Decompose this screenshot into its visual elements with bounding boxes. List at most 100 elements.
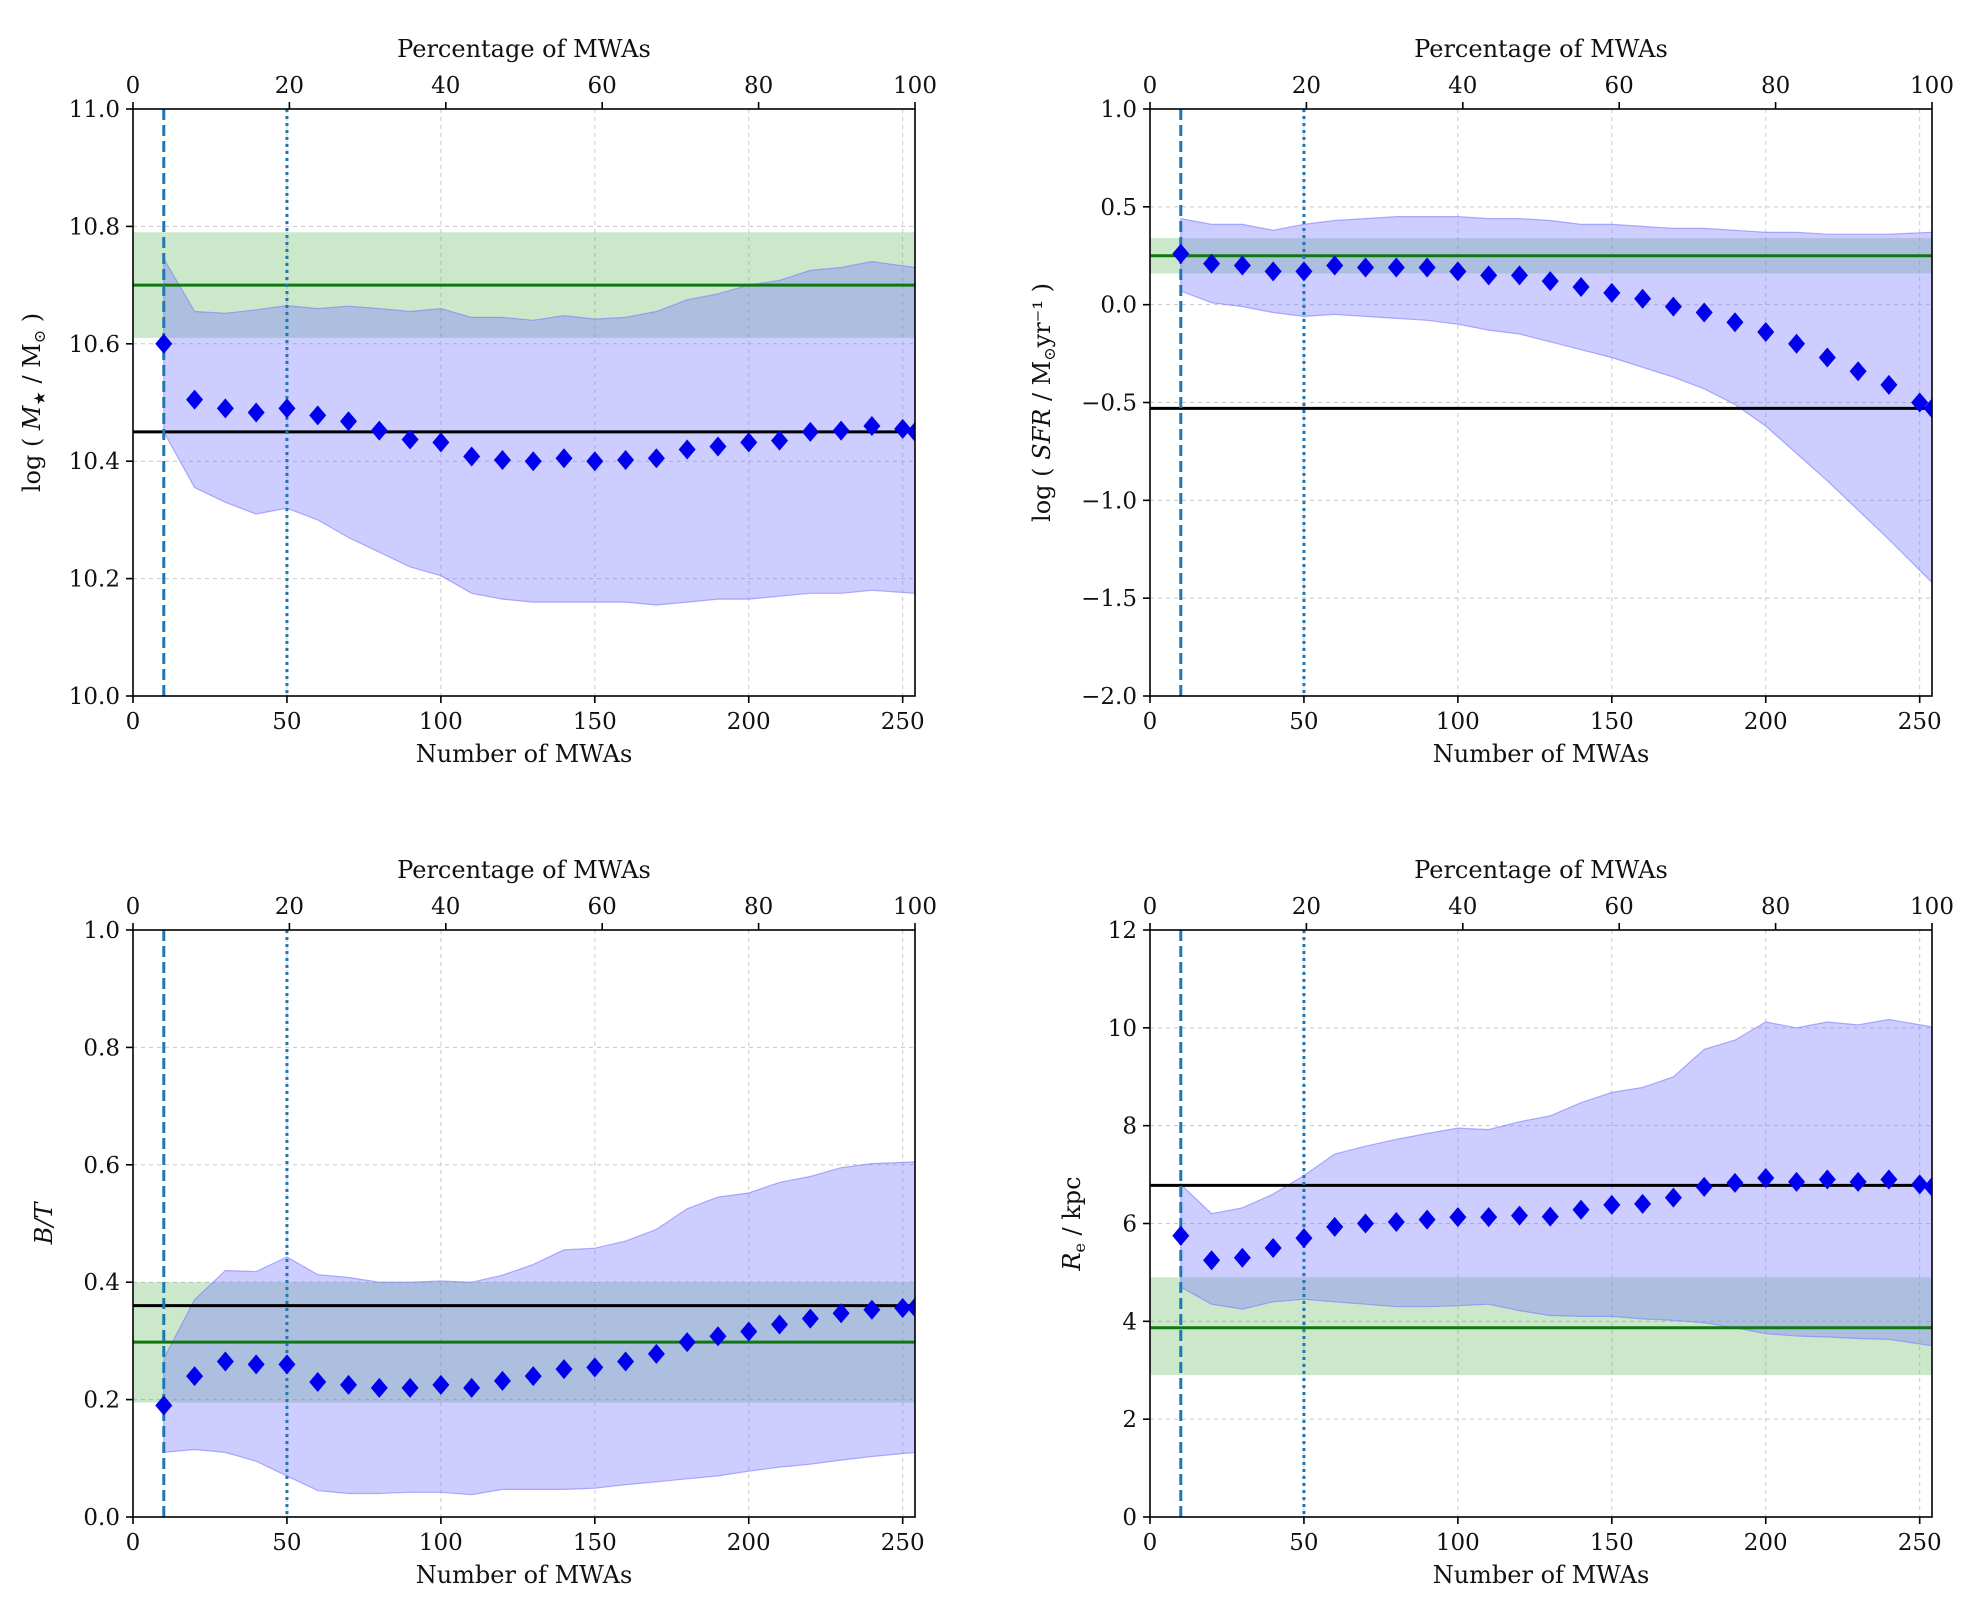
data-point: [906, 421, 915, 442]
data-point: [1480, 1207, 1498, 1228]
x-axis-label: Number of MWAs: [416, 1561, 633, 1589]
x2-tick-label: 20: [275, 894, 304, 920]
data-point: [1788, 1171, 1806, 1192]
data-point: [586, 451, 604, 472]
x-tick-label: 100: [1436, 709, 1480, 735]
data-point: [801, 1308, 819, 1329]
data-point: [216, 398, 234, 419]
data-point: [370, 420, 388, 441]
x2-axis-label: Percentage of MWAs: [397, 856, 651, 884]
data-point: [617, 450, 635, 471]
data-point: [1510, 1205, 1528, 1226]
data-point: [1357, 257, 1375, 278]
data-point: [586, 1357, 604, 1378]
data-point: [1418, 1209, 1436, 1230]
y-label-prefix: log (: [1028, 460, 1056, 522]
data-point: [1295, 261, 1313, 282]
data-point: [771, 430, 789, 451]
x-axis-label: Number of MWAs: [1433, 740, 1650, 768]
data-point: [863, 1299, 881, 1320]
y-tick-label: 10: [1108, 1016, 1137, 1042]
y-tick-label: 12: [1108, 918, 1137, 944]
x2-tick-label: 20: [1292, 894, 1321, 920]
y-axis-label: log ( M★ / M⊙ ): [18, 313, 49, 492]
y-tick-label: −0.5: [1081, 391, 1137, 417]
x2-tick-label: 80: [744, 894, 773, 920]
y-tick-label: 10.4: [69, 449, 120, 475]
data-point: [1911, 392, 1929, 413]
y-label-quantity: R: [1058, 1253, 1086, 1272]
data-point: [524, 451, 542, 472]
data-point: [186, 1366, 204, 1387]
x2-tick-label: 80: [744, 73, 773, 99]
data-point: [1911, 1174, 1929, 1195]
data-point: [401, 429, 419, 450]
data-point: [801, 421, 819, 442]
x2-tick-label: 20: [1292, 73, 1321, 99]
spread-band: [1180, 1018, 1932, 1347]
data-point: [1572, 1199, 1590, 1220]
data-point: [155, 333, 173, 354]
y-tick-label: 0.6: [83, 1153, 120, 1179]
x2-tick-label: 100: [893, 894, 937, 920]
data-point: [1664, 296, 1682, 317]
data-point: [678, 1332, 696, 1353]
x2-tick-label: 0: [1143, 894, 1158, 920]
data-point: [1788, 333, 1806, 354]
x-tick-label: 100: [1436, 1530, 1480, 1556]
plot-frame: [132, 929, 916, 1518]
x2-tick-label: 40: [1448, 73, 1477, 99]
data-point: [709, 436, 727, 457]
data-point: [309, 405, 327, 426]
y-label-unit: / kpc: [1058, 1176, 1086, 1243]
data-point: [278, 398, 296, 419]
data-point: [555, 448, 573, 469]
y-tick-label: 0.0: [83, 1505, 120, 1531]
data-point: [186, 389, 204, 410]
data-point: [647, 1343, 665, 1364]
data-point: [894, 1298, 912, 1319]
x-tick-label: 250: [1898, 709, 1942, 735]
stellar-mass-panel: 0 50 100 150 200 250 0 20 40 60 80 100 10.0 10.2 10.4 1…: [18, 35, 937, 768]
data-point: [370, 1377, 388, 1398]
data-point: [1572, 277, 1590, 298]
y-label-unit: / M: [18, 343, 46, 391]
x-tick-label: 200: [1744, 709, 1788, 735]
y-tick-label: 0.5: [1100, 195, 1137, 221]
data-point: [1233, 255, 1251, 276]
plot-area: [1150, 109, 1932, 696]
y-label-quantity: SFR: [1028, 409, 1056, 460]
x2-tick-label: 0: [126, 73, 141, 99]
data-point: [1757, 1168, 1775, 1189]
data-point: [463, 446, 481, 467]
data-point: [863, 415, 881, 436]
y-tick-label: 1.0: [1100, 97, 1137, 123]
data-point: [216, 1351, 234, 1372]
data-point: [1172, 243, 1190, 264]
data-point: [1357, 1213, 1375, 1234]
data-point: [740, 432, 758, 453]
data-point: [1818, 1169, 1836, 1190]
data-point: [1726, 1172, 1744, 1193]
spread-band: [1180, 216, 1932, 584]
data-point: [1418, 257, 1436, 278]
x2-tick-label: 100: [1910, 73, 1954, 99]
y-tick-label: 0.2: [83, 1388, 120, 1414]
y-tick-label: 1.0: [83, 918, 120, 944]
data-point: [1603, 1194, 1621, 1215]
x2-axis-label: Percentage of MWAs: [1414, 35, 1668, 63]
data-point: [1510, 265, 1528, 286]
x2-tick-label: 20: [275, 73, 304, 99]
data-point: [740, 1321, 758, 1342]
y-tick-label: 0.4: [83, 1270, 120, 1296]
x-tick-label: 100: [419, 709, 463, 735]
effective-radius-panel: 0 50 100 150 200 250 0 20 40 60 80 100 0 2 4 6 8 10 12 Numb…: [1058, 856, 1954, 1589]
data-point: [1264, 1237, 1282, 1258]
y-tick-label: 4: [1122, 1309, 1137, 1335]
y-label-prefix: log (: [18, 430, 46, 492]
data-point: [1880, 374, 1898, 395]
x-tick-label: 0: [1143, 709, 1158, 735]
y-label-sun-subscript: ⊙: [1040, 347, 1059, 360]
data-point: [1172, 1225, 1190, 1246]
data-point: [1849, 361, 1867, 382]
